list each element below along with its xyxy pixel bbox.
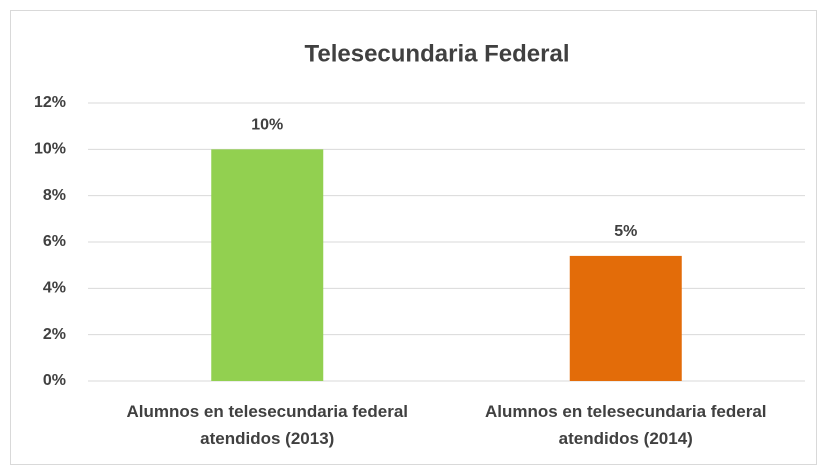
y-tick-label: 2% <box>43 326 66 343</box>
bar <box>211 149 324 381</box>
x-tick-label: Alumnos en telesecundaria federal atendi… <box>126 402 409 448</box>
y-tick-label: 12% <box>34 94 66 111</box>
y-tick-label: 8% <box>43 187 66 204</box>
x-tick-label: Alumnos en telesecundaria federal atendi… <box>484 402 767 448</box>
chart-border <box>10 10 817 465</box>
data-label: 5% <box>614 223 637 240</box>
data-label: 10% <box>251 117 283 134</box>
chart-title: Telesecundaria Federal <box>304 40 569 67</box>
y-tick-label: 4% <box>43 280 66 297</box>
bar <box>569 255 682 381</box>
y-tick-label: 0% <box>43 372 66 389</box>
y-tick-label: 10% <box>34 141 66 158</box>
y-tick-label: 6% <box>43 233 66 250</box>
